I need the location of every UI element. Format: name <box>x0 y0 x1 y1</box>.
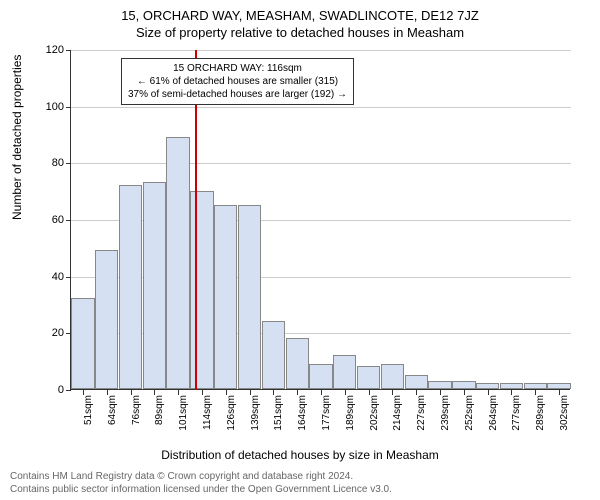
histogram-bar <box>190 191 213 389</box>
histogram-bar <box>547 383 570 389</box>
histogram-bar <box>119 185 142 389</box>
x-tick-label: 164sqm <box>297 395 308 435</box>
footer-line-1: Contains HM Land Registry data © Crown c… <box>10 470 392 483</box>
histogram-bar <box>166 137 189 389</box>
x-axis-label: Distribution of detached houses by size … <box>0 448 600 462</box>
footer-text: Contains HM Land Registry data © Crown c… <box>10 470 392 496</box>
x-tick-label: 51sqm <box>83 395 94 435</box>
x-tick-label: 189sqm <box>345 395 356 435</box>
y-tick-label: 120 <box>46 44 64 56</box>
chart-title-sub: Size of property relative to detached ho… <box>0 23 600 40</box>
x-tick-label: 202sqm <box>369 395 380 435</box>
x-tick-label: 101sqm <box>178 395 189 435</box>
y-tick-mark <box>66 50 71 51</box>
x-tick-label: 289sqm <box>535 395 546 435</box>
annotation-box: 15 ORCHARD WAY: 116sqm← 61% of detached … <box>121 58 354 105</box>
histogram-bar <box>262 321 285 389</box>
gridline <box>71 107 571 108</box>
chart-title-main: 15, ORCHARD WAY, MEASHAM, SWADLINCOTE, D… <box>0 0 600 23</box>
x-tick-label: 126sqm <box>226 395 237 435</box>
x-tick-label: 89sqm <box>154 395 165 435</box>
x-tick-label: 239sqm <box>440 395 451 435</box>
histogram-bar <box>333 355 356 389</box>
y-tick-mark <box>66 220 71 221</box>
histogram-bar <box>309 364 332 390</box>
x-tick-label: 151sqm <box>273 395 284 435</box>
x-tick-label: 76sqm <box>131 395 142 435</box>
histogram-bar <box>524 383 547 389</box>
gridline <box>71 163 571 164</box>
y-tick-mark <box>66 390 71 391</box>
histogram-bar <box>95 250 118 389</box>
histogram-bar <box>428 381 451 390</box>
x-tick-label: 114sqm <box>202 395 213 435</box>
histogram-bar <box>357 366 380 389</box>
histogram-bar <box>500 383 523 389</box>
y-tick-mark <box>66 277 71 278</box>
x-tick-label: 302sqm <box>559 395 570 435</box>
histogram-bar <box>476 383 499 389</box>
x-tick-label: 139sqm <box>250 395 261 435</box>
y-tick-label: 60 <box>52 214 64 226</box>
y-axis-label: Number of detached properties <box>10 55 24 220</box>
annotation-line: 15 ORCHARD WAY: 116sqm <box>128 62 347 75</box>
y-tick-label: 40 <box>52 271 64 283</box>
x-tick-label: 214sqm <box>392 395 403 435</box>
y-tick-mark <box>66 107 71 108</box>
x-tick-label: 264sqm <box>488 395 499 435</box>
histogram-bar <box>405 375 428 389</box>
histogram-bar <box>452 381 475 390</box>
x-tick-label: 227sqm <box>416 395 427 435</box>
x-tick-label: 277sqm <box>511 395 522 435</box>
histogram-bar <box>286 338 309 389</box>
annotation-line: ← 61% of detached houses are smaller (31… <box>128 75 347 88</box>
histogram-bar <box>143 182 166 389</box>
gridline <box>71 50 571 51</box>
x-tick-label: 252sqm <box>464 395 475 435</box>
histogram-bar <box>381 364 404 390</box>
histogram-bar <box>71 298 94 389</box>
y-tick-label: 80 <box>52 157 64 169</box>
histogram-bar <box>214 205 237 389</box>
y-tick-label: 100 <box>46 101 64 113</box>
y-tick-label: 0 <box>58 384 64 396</box>
x-tick-label: 177sqm <box>321 395 332 435</box>
plot-region: 02040608010012051sqm64sqm76sqm89sqm101sq… <box>70 50 570 390</box>
x-tick-label: 64sqm <box>107 395 118 435</box>
histogram-bar <box>238 205 261 389</box>
y-tick-label: 20 <box>52 327 64 339</box>
annotation-line: 37% of semi-detached houses are larger (… <box>128 88 347 101</box>
y-tick-mark <box>66 163 71 164</box>
footer-line-2: Contains public sector information licen… <box>10 483 392 496</box>
chart-area: 02040608010012051sqm64sqm76sqm89sqm101sq… <box>70 50 570 390</box>
